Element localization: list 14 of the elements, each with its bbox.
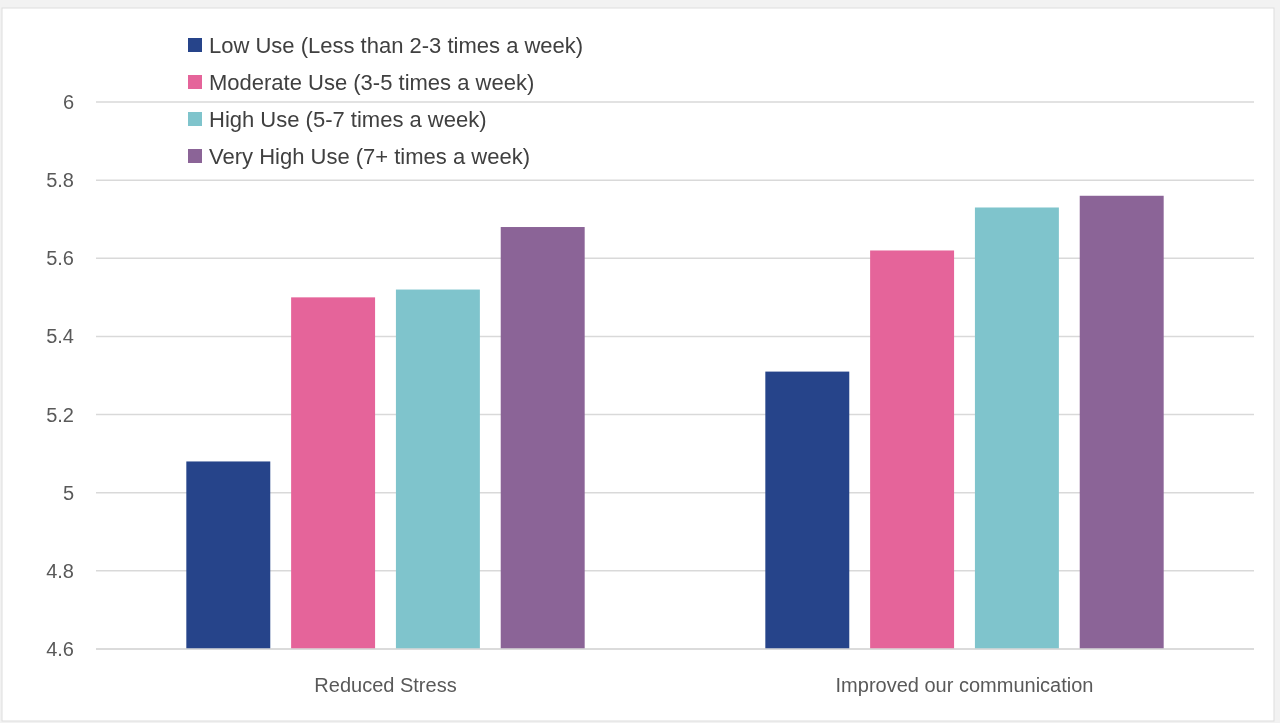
y-tick-label: 5.2: [46, 403, 74, 426]
y-tick-label: 6: [62, 91, 74, 113]
y-tick-label: 5: [62, 481, 74, 504]
legend-label: High Use (5-7 times a week): [209, 106, 487, 132]
y-tick-label: 4.8: [46, 559, 74, 582]
legend-label: Very High Use (7+ times a week): [209, 143, 530, 169]
y-tick-label: 5.6: [46, 247, 74, 270]
x-tick-label: Reduced Stress: [314, 674, 457, 696]
y-tick-label: 4.6: [46, 638, 74, 660]
y-tick-label: 5.4: [46, 325, 74, 348]
legend-label: Low Use (Less than 2-3 times a week): [209, 32, 584, 58]
x-tick-label: Improved our communication: [835, 674, 1094, 696]
y-tick-label: 5.8: [46, 169, 74, 192]
legend-label: Moderate Use (3-5 times a week): [209, 69, 535, 95]
